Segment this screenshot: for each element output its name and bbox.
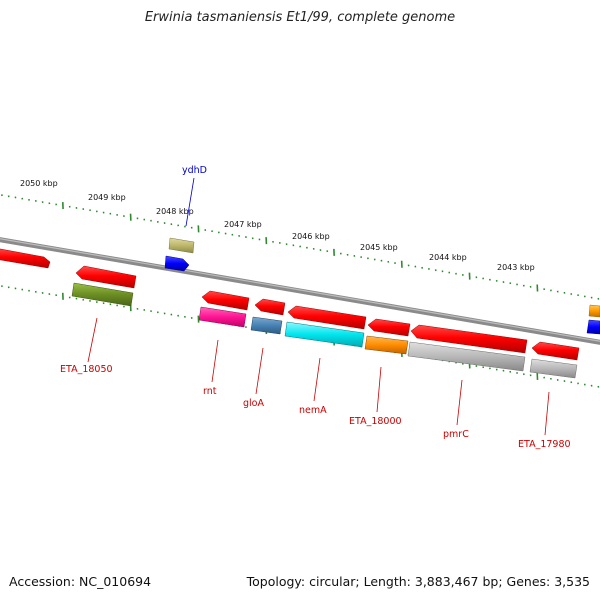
- cog-feature-rnt[interactable]: [198, 306, 247, 328]
- leader-ydhD: [185, 177, 195, 227]
- gene-feature[interactable]: [75, 265, 137, 289]
- gene-feature[interactable]: [287, 305, 367, 330]
- scale-label: 2043 kbp: [497, 263, 535, 272]
- gene-label-rnt[interactable]: rnt: [203, 386, 217, 397]
- gene-label-ETA_18050[interactable]: ETA_18050: [60, 364, 113, 375]
- reverse-strand-features: [71, 265, 580, 379]
- feature-labels: ydhD ETA_18050 rnt gloA nemA ETA_18000 p…: [60, 165, 571, 450]
- leader-rnt: [211, 339, 219, 383]
- genome-summary-text: Topology: circular; Length: 3,883,467 bp…: [246, 574, 590, 589]
- cog-feature-ETA_18050[interactable]: [71, 282, 134, 307]
- leader-pmrC: [456, 379, 463, 426]
- scale-ticks-outer: [1, 194, 600, 300]
- scale-label: 2049 kbp: [88, 193, 126, 202]
- gene-label-ETA_17980[interactable]: ETA_17980: [518, 439, 571, 450]
- figure-title: Erwinia tasmaniensis Et1/99, complete ge…: [144, 10, 456, 25]
- leader-nemA: [313, 357, 321, 402]
- gene-feature[interactable]: [201, 290, 250, 311]
- cog-feature-pmrC[interactable]: [407, 341, 526, 372]
- cog-feature-ETA_17980[interactable]: [529, 358, 578, 379]
- gene-label-gloA[interactable]: gloA: [243, 398, 264, 409]
- backbone-arc-highlight: [0, 238, 600, 342]
- cog-feature[interactable]: [168, 237, 195, 254]
- gene-feature[interactable]: [367, 318, 411, 337]
- gene-feature[interactable]: [254, 298, 286, 316]
- cog-feature-gloA[interactable]: [250, 316, 283, 335]
- scale-label: 2044 kbp: [429, 253, 467, 262]
- scale-label: 2046 kbp: [292, 232, 330, 241]
- gene-feature[interactable]: [0, 248, 51, 269]
- leader-ETA_17980: [544, 391, 550, 436]
- gene-label-nemA[interactable]: nemA: [299, 405, 327, 416]
- gene-feature[interactable]: [588, 304, 600, 318]
- gene-feature[interactable]: [410, 324, 528, 354]
- leader-ETA_18000: [376, 366, 382, 413]
- scale-label: 2045 kbp: [360, 243, 398, 252]
- gene-feature[interactable]: [531, 341, 580, 361]
- scale-labels: 2050 kbp 2049 kbp 2048 kbp 2047 kbp 2046…: [20, 179, 535, 272]
- leader-ETA_18050: [87, 317, 98, 363]
- leader-gloA: [255, 347, 264, 395]
- cog-feature-ETA_18000[interactable]: [364, 335, 409, 355]
- scale-label: 2048 kbp: [156, 207, 194, 216]
- forward-strand-features: [0, 237, 600, 335]
- gene-label-pmrC[interactable]: pmrC: [443, 429, 469, 440]
- gene-feature-ydhD[interactable]: [164, 255, 190, 272]
- gene-label-ETA_18000[interactable]: ETA_18000: [349, 416, 402, 427]
- cog-feature-nemA[interactable]: [284, 321, 365, 348]
- gene-feature[interactable]: [586, 319, 600, 335]
- scale-label: 2047 kbp: [224, 220, 262, 229]
- scale-label: 2050 kbp: [20, 179, 58, 188]
- gene-label-ydhD[interactable]: ydhD: [182, 165, 207, 176]
- accession-text: Accession: NC_010694: [9, 574, 152, 589]
- label-leaders: [87, 177, 550, 436]
